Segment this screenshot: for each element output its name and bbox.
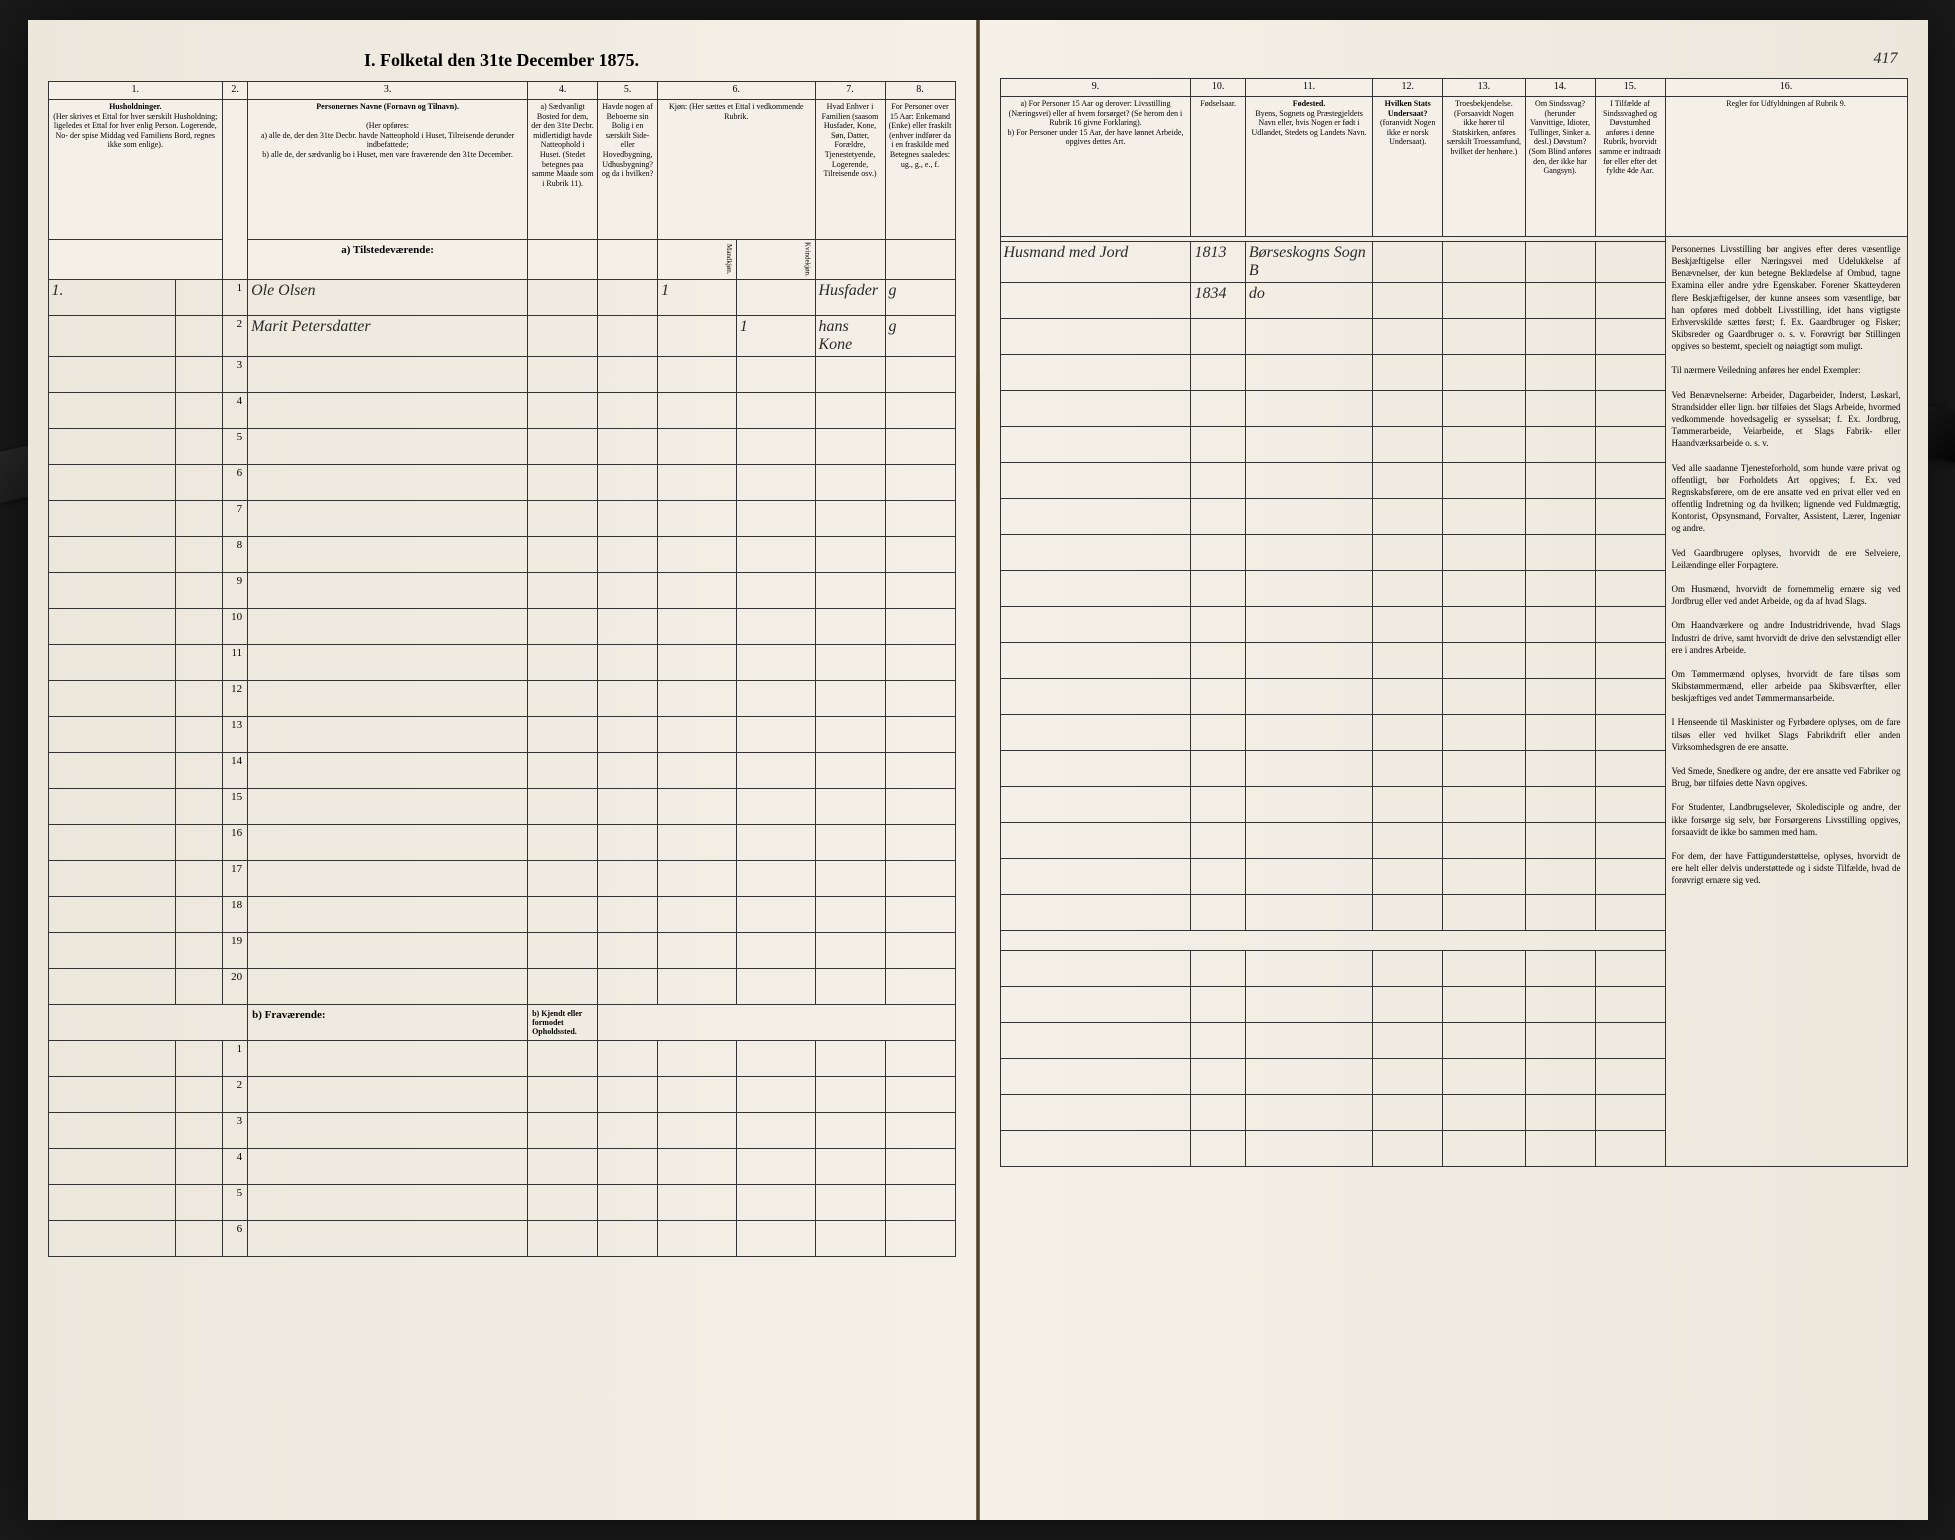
header-person-num xyxy=(223,100,248,280)
cell-birthplace: do xyxy=(1245,283,1372,319)
cell-sex-f: 1 xyxy=(736,315,815,356)
cell-relation: Husfader xyxy=(815,279,885,315)
col-13: 13. xyxy=(1443,79,1525,97)
header-rules: Regler for Udfyldningen af Rubrik 9. xyxy=(1665,97,1907,237)
table-row: 11 xyxy=(48,644,955,680)
col-4: 4. xyxy=(528,82,598,100)
row-num: 1 xyxy=(223,279,248,315)
instructions-text: Personernes Livsstilling bør angives eft… xyxy=(1665,237,1907,1167)
table-row: 12 xyxy=(48,680,955,716)
table-row: 15 xyxy=(48,788,955,824)
cell-name: Marit Petersdatter xyxy=(248,315,528,356)
header-occupation: a) For Personer 15 Aar og derover: Livss… xyxy=(1000,97,1191,237)
table-row: 7 xyxy=(48,500,955,536)
col-7: 7. xyxy=(815,82,885,100)
table-row: 4 xyxy=(48,392,955,428)
header-male: Mandkjøn. xyxy=(658,240,737,280)
table-row: 14 xyxy=(48,752,955,788)
table-row: 17 xyxy=(48,860,955,896)
col-3: 3. xyxy=(248,82,528,100)
table-row: 1 xyxy=(48,1040,955,1076)
table-row: 5 xyxy=(48,428,955,464)
page-left: I. Folketal den 31te December 1875. 1. 2… xyxy=(28,20,976,1520)
cell-name: Ole Olsen xyxy=(248,279,528,315)
section-absent: b) Fraværende: xyxy=(248,1004,528,1040)
header-female: Kvindekjøn. xyxy=(736,240,815,280)
table-row: 10 xyxy=(48,608,955,644)
section-b-header: b) Fraværende: b) Kjendt eller formodet … xyxy=(48,1004,955,1040)
table-row: 3 xyxy=(48,1112,955,1148)
header-religion: Troesbekjendelse. (Forsaavidt Nogen ikke… xyxy=(1443,97,1525,237)
census-table-left: 1. 2. 3. 4. 5. 6. 7. 8. Husholdninger. (… xyxy=(48,81,956,1257)
col-14: 14. xyxy=(1525,79,1595,97)
cell-sex-m: 1 xyxy=(658,279,737,315)
census-table-right: 9. 10. 11. 12. 13. 14. 15. 16. a) For Pe… xyxy=(1000,78,1908,1167)
col-12: 12. xyxy=(1373,79,1443,97)
table-row: 4 xyxy=(48,1148,955,1184)
table-row: 2 xyxy=(48,1076,955,1112)
col-1: 1. xyxy=(48,82,223,100)
col-9: 9. xyxy=(1000,79,1191,97)
page-right: 417 9. 10. 11. 12. 13. 14. 15. 16. a) Fo… xyxy=(980,20,1928,1520)
table-row: 6 xyxy=(48,1220,955,1256)
table-row: 8 xyxy=(48,536,955,572)
table-row: 18 xyxy=(48,896,955,932)
header-disability-age: I Tilfælde af Sindssvaghed og Døvstumhed… xyxy=(1595,97,1665,237)
header-sex: Kjøn: (Her sættes et Ettal i vedkommende… xyxy=(658,100,815,240)
table-row: 16 xyxy=(48,824,955,860)
table-row: 3 xyxy=(48,356,955,392)
row-num: 2 xyxy=(223,315,248,356)
cell-status: g xyxy=(885,315,955,356)
header-birthyear: Fødselsaar. xyxy=(1191,97,1245,237)
header-birthplace: Fødested. Byens, Sognets og Præstegjelde… xyxy=(1245,97,1372,237)
cell-birthyear: 1813 xyxy=(1191,242,1245,283)
header-names: Personernes Navne (Fornavn og Tilnavn). … xyxy=(248,100,528,240)
census-book: I. Folketal den 31te December 1875. 1. 2… xyxy=(28,20,1928,1520)
cell-relation: hans Kone xyxy=(815,315,885,356)
section-present: a) Tilstedeværende: xyxy=(248,240,528,280)
page-number: 417 xyxy=(1874,50,1898,68)
section-absent-col4: b) Kjendt eller formodet Opholdssted. xyxy=(528,1004,598,1040)
cell-status: g xyxy=(885,279,955,315)
col-11: 11. xyxy=(1245,79,1372,97)
col-16: 16. xyxy=(1665,79,1907,97)
header-residence: a) Sædvanligt Bosted for dem, der den 31… xyxy=(528,100,598,240)
cell-occupation xyxy=(1000,283,1191,319)
cell-hh: 1. xyxy=(48,279,176,315)
table-row: 2 Marit Petersdatter 1 hans Kone g xyxy=(48,315,955,356)
table-row: 5 xyxy=(48,1184,955,1220)
header-household: Husholdninger. (Her skrives et Ettal for… xyxy=(48,100,223,240)
col-10: 10. xyxy=(1191,79,1245,97)
table-row: 19 xyxy=(48,932,955,968)
table-row: 9 xyxy=(48,572,955,608)
table-row: 20 xyxy=(48,968,955,1004)
table-row: 13 xyxy=(48,716,955,752)
header-marital: For Personer over 15 Aar: Enkemand (Enke… xyxy=(885,100,955,240)
col-5: 5. xyxy=(598,82,658,100)
col-15: 15. xyxy=(1595,79,1665,97)
page-title: I. Folketal den 31te December 1875. xyxy=(48,50,956,71)
header-relation: Hvad Enhver i Familien (saasom Husfader,… xyxy=(815,100,885,240)
cell-occupation: Husmand med Jord xyxy=(1000,242,1191,283)
table-row: 6 xyxy=(48,464,955,500)
col-8: 8. xyxy=(885,82,955,100)
table-row: 1. 1 Ole Olsen 1 Husfader g xyxy=(48,279,955,315)
cell-birthplace: Børseskogns Sogn B xyxy=(1245,242,1372,283)
header-building: Havde nogen af Beboerne sin Bolig i en s… xyxy=(598,100,658,240)
header-disability: Om Sindssvag? (herunder Vanvittige, Idio… xyxy=(1525,97,1595,237)
header-citizenship: Hvilken Stats Undersaat? (foranvidt Noge… xyxy=(1373,97,1443,237)
col-2: 2. xyxy=(223,82,248,100)
cell-birthyear: 1834 xyxy=(1191,283,1245,319)
col-6: 6. xyxy=(658,82,815,100)
